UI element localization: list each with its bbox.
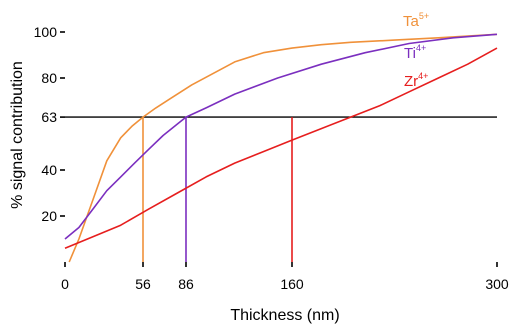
series-label-ti: Ti4+ bbox=[404, 43, 426, 62]
y-tick-label: 100 bbox=[34, 24, 58, 40]
axes: 20 40 63 80 100 0 56 86 160 300 bbox=[34, 24, 509, 292]
y-tick-label: 20 bbox=[41, 208, 57, 224]
series-line-zr bbox=[64, 47, 498, 249]
y-tick-label: 80 bbox=[41, 70, 57, 86]
x-tick-label: 300 bbox=[485, 276, 509, 292]
series-labels: Ta5+ Ti4+ Zr4+ bbox=[403, 11, 429, 90]
series-label-zr: Zr4+ bbox=[404, 71, 428, 90]
series-lines bbox=[64, 33, 498, 263]
y-tick-label: 63 bbox=[41, 109, 57, 125]
x-tick-label: 160 bbox=[280, 276, 304, 292]
series-label-ta: Ta5+ bbox=[403, 11, 429, 30]
x-tick-label: 56 bbox=[135, 276, 151, 292]
threshold-lines bbox=[65, 116, 497, 262]
x-axis-title: Thickness (nm) bbox=[230, 307, 339, 324]
y-axis-title: % signal contribution bbox=[9, 61, 26, 209]
series-line-ta bbox=[68, 33, 498, 263]
x-tick-label: 0 bbox=[61, 276, 69, 292]
y-tick-label: 40 bbox=[41, 162, 57, 178]
series-line-ti bbox=[64, 33, 498, 240]
x-tick-label: 86 bbox=[178, 276, 194, 292]
